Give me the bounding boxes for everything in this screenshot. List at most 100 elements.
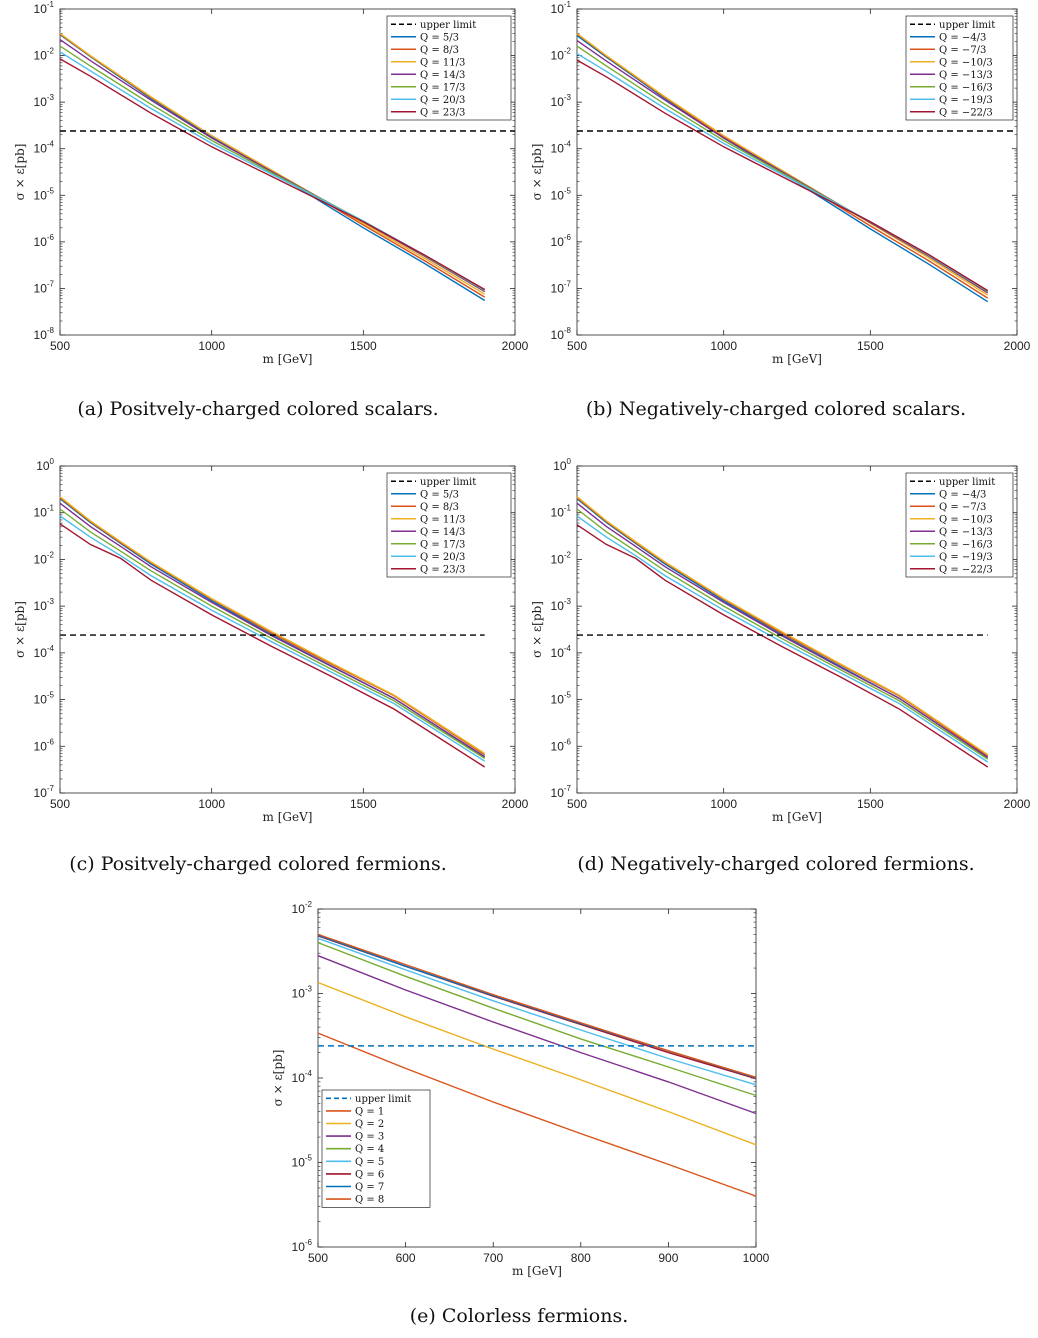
legend-label: Q = −22/3 [939, 107, 993, 118]
y-tick-exponent: -7 [564, 279, 572, 288]
legend-label: Q = 5/3 [420, 489, 459, 500]
series-line [59, 515, 486, 762]
legend-label: upper limit [420, 477, 476, 488]
legend-label: upper limit [939, 20, 995, 31]
y-tick-label: 10-3 [292, 985, 313, 1001]
legend-label: Q = −13/3 [939, 527, 993, 538]
y-tick-label: 10-4 [551, 140, 572, 156]
y-tick-exponent: -1 [564, 504, 572, 513]
y-tick-exponent: -4 [564, 140, 572, 149]
y-tick-label: 10-2 [551, 47, 572, 63]
y-tick-label: 100 [553, 457, 571, 473]
legend-label: upper limit [355, 1094, 411, 1105]
legend-label: Q = 20/3 [420, 95, 465, 106]
y-tick-exponent: -6 [47, 737, 55, 746]
x-tick-label: 500 [50, 797, 70, 811]
legend-label: Q = 4 [355, 1144, 384, 1155]
y-tick-exponent: -5 [47, 186, 55, 195]
y-tick-label: 10-2 [551, 550, 572, 566]
y-tick-label: 10-4 [34, 140, 55, 156]
chart-b: 10-810-710-610-510-410-310-210-1500 1000 1… [530, 0, 1031, 366]
x-tick-label: 1500 [857, 339, 884, 353]
legend-label: Q = −7/3 [939, 45, 986, 56]
y-tick-exponent: -7 [564, 784, 572, 793]
legend-label: Q = 14/3 [420, 70, 465, 81]
y-tick-exponent: -4 [564, 644, 572, 653]
y-tick-exponent: -6 [564, 233, 572, 242]
y-tick-exponent: -2 [564, 47, 572, 56]
x-tick-label: 600 [396, 1251, 416, 1265]
series-line [59, 523, 486, 768]
legend-label: Q = 7 [355, 1182, 384, 1193]
y-tick-label: 10-6 [551, 233, 572, 249]
y-tick-label: 10-1 [551, 0, 572, 16]
y-tick-label: 10-5 [34, 186, 55, 202]
y-tick-label: 10-4 [34, 644, 55, 660]
legend-label: Q = 11/3 [420, 514, 465, 525]
series-line [317, 981, 757, 1146]
series-line [576, 524, 989, 768]
y-tick-label: 10-7 [551, 279, 572, 295]
y-tick-exponent: -5 [305, 1154, 313, 1163]
series-line [576, 32, 989, 296]
y-tick-exponent: -7 [47, 279, 55, 288]
x-tick-label: 1500 [350, 339, 377, 353]
y-axis-label: σ × ε[pb] [13, 144, 27, 201]
legend-box [386, 15, 512, 121]
x-tick-label: 500 [308, 1251, 328, 1265]
panels: 10-810-710-610-510-410-310-210-1500 1000 1… [13, 0, 1031, 1278]
x-tick-label: 700 [483, 1251, 503, 1265]
series-line [576, 515, 989, 763]
legend-label: Q = 1 [355, 1106, 384, 1117]
y-tick-exponent: -4 [305, 1069, 313, 1078]
caption-e: (e) Colorless fermions. [410, 1305, 628, 1327]
series-line [317, 1032, 757, 1197]
x-tick-label: 1500 [350, 797, 377, 811]
legend-label: Q = 3 [355, 1132, 384, 1143]
x-axis-label: m [GeV] [772, 810, 822, 824]
x-tick-label: 2000 [1004, 797, 1031, 811]
y-tick-exponent: -4 [47, 644, 55, 653]
series-line [59, 502, 486, 758]
y-tick-label: 10-3 [551, 93, 572, 109]
y-tick-label: 10-3 [34, 93, 55, 109]
x-tick-label: 2000 [1004, 339, 1031, 353]
y-tick-label: 10-2 [292, 900, 313, 916]
y-tick-label: 10-6 [34, 233, 55, 249]
y-tick-exponent: -8 [564, 326, 572, 335]
caption-a: (a) Positvely-charged colored scalars. [77, 398, 438, 420]
caption-b: (b) Negatively-charged colored scalars. [586, 398, 966, 420]
legend-label: Q = 8/3 [420, 502, 459, 513]
y-tick-exponent: -3 [564, 597, 572, 606]
series-line [576, 59, 989, 292]
y-tick-label: 10-2 [34, 550, 55, 566]
legend-label: Q = 14/3 [420, 527, 465, 538]
legend-label: Q = 5/3 [420, 32, 459, 43]
x-tick-label: 1000 [743, 1251, 770, 1265]
legend-label: upper limit [939, 477, 995, 488]
x-tick-label: 800 [571, 1251, 591, 1265]
caption-d: (d) Negatively-charged colored fermions. [577, 853, 974, 875]
y-tick-label: 10-2 [34, 47, 55, 63]
legend-label: Q = 11/3 [420, 57, 465, 68]
y-tick-label: 10-7 [34, 279, 55, 295]
series-line [59, 496, 486, 755]
y-tick-exponent: -5 [564, 691, 572, 700]
legend-label: Q = 8 [355, 1195, 384, 1206]
series-line [317, 933, 757, 1078]
y-tick-exponent: -1 [47, 504, 55, 513]
y-tick-exponent: -6 [305, 1238, 313, 1247]
legend-label: Q = 23/3 [420, 564, 465, 575]
y-tick-label: 10-6 [34, 737, 55, 753]
x-tick-label: 1000 [710, 797, 737, 811]
x-tick-label: 500 [50, 339, 70, 353]
legend-box [386, 472, 512, 578]
series-line [317, 955, 757, 1115]
legend-label: Q = 17/3 [420, 539, 465, 550]
